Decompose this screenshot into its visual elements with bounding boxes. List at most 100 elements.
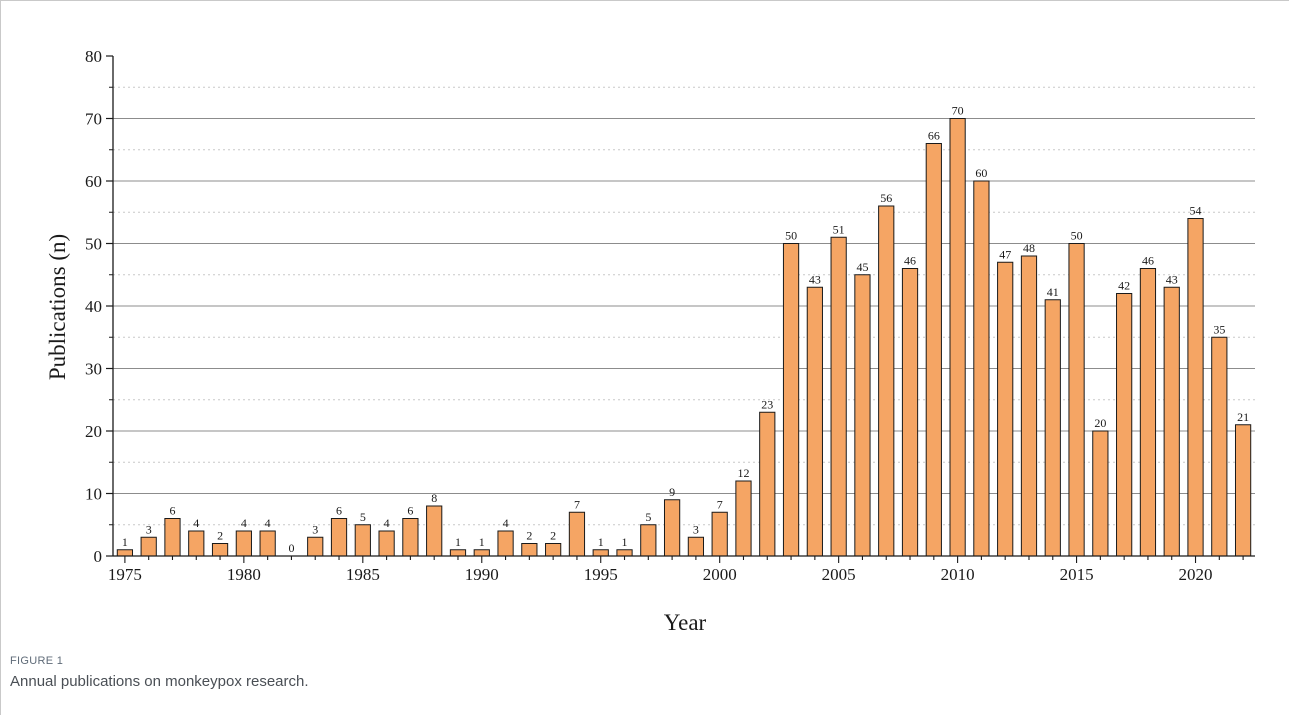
data-label-2011: 60 <box>975 166 987 180</box>
data-label-1989: 1 <box>455 535 461 549</box>
data-label-2010: 70 <box>952 104 964 118</box>
bar-2008 <box>901 268 919 557</box>
data-label-1996: 1 <box>622 535 628 549</box>
x-tick-label-2000: 2000 <box>703 565 737 584</box>
data-label-2000: 7 <box>717 497 723 511</box>
bar-2002 <box>759 411 776 557</box>
data-label-1997: 5 <box>645 510 651 524</box>
data-label-2022: 21 <box>1237 410 1249 424</box>
data-label-1983: 3 <box>312 522 318 536</box>
figure-caption: Annual publications on monkeypox researc… <box>10 673 309 690</box>
data-label-2007: 56 <box>880 191 892 205</box>
bar-1978 <box>188 530 205 557</box>
data-label-2004: 43 <box>809 272 821 286</box>
bar-1996 <box>616 549 633 557</box>
data-label-1995: 1 <box>598 535 604 549</box>
data-label-2003: 50 <box>785 229 797 243</box>
bar-2022 <box>1234 424 1252 557</box>
bar-2014 <box>1044 299 1061 557</box>
data-label-1977: 6 <box>169 504 175 518</box>
data-label-1987: 6 <box>407 504 413 518</box>
data-label-1982: 0 <box>288 541 294 555</box>
bar-2004 <box>806 286 823 557</box>
x-tick-labels: 1975 1980 1985 1990 1995 2000 2005 2010 2015 2020 <box>108 565 1213 584</box>
y-tick-label-80: 80 <box>85 47 102 66</box>
y-tick-label-10: 10 <box>85 485 102 504</box>
bar-1975 <box>116 549 134 557</box>
bar-1989 <box>449 549 467 557</box>
x-tick-label-1980: 1980 <box>227 565 261 584</box>
figure-label: FIGURE 1 <box>10 655 64 667</box>
bar-1998 <box>663 499 681 557</box>
axes <box>106 55 1255 563</box>
data-label-2013: 48 <box>1023 241 1035 255</box>
bar-2012 <box>997 261 1014 557</box>
bar-2018 <box>1139 268 1157 557</box>
data-label-1999: 3 <box>693 522 699 536</box>
bar-1992 <box>521 543 538 557</box>
bar-1981 <box>259 530 276 557</box>
data-label-1984: 6 <box>336 504 342 518</box>
x-tick-label-2010: 2010 <box>941 565 975 584</box>
y-tick-label-20: 20 <box>85 422 102 441</box>
grid-lines <box>113 86 1255 526</box>
bar-2010 <box>949 118 966 557</box>
data-label-2002: 23 <box>761 397 773 411</box>
data-label-2008: 46 <box>904 254 916 268</box>
bar-2000 <box>711 511 728 557</box>
bar-1991 <box>497 530 514 557</box>
data-label-1979: 2 <box>217 529 223 543</box>
x-tick-label-2020: 2020 <box>1179 565 1213 584</box>
bar-2016 <box>1092 430 1109 557</box>
bar-1999 <box>687 536 705 557</box>
data-label-1986: 4 <box>384 516 390 530</box>
y-tick-label-40: 40 <box>85 297 102 316</box>
data-label-2001: 12 <box>737 466 749 480</box>
data-label-1994: 7 <box>574 497 580 511</box>
y-tick-label-60: 60 <box>85 172 102 191</box>
bar-1986 <box>378 530 395 557</box>
bar-1983 <box>307 536 324 557</box>
bar-2017 <box>1116 293 1133 557</box>
data-label-2014: 41 <box>1047 285 1059 299</box>
data-label-1975: 1 <box>122 535 128 549</box>
bar-1994 <box>568 511 586 557</box>
y-tick-labels: 0 10 20 30 40 50 60 70 80 <box>85 47 102 566</box>
bar-2020 <box>1187 218 1204 557</box>
bar-1997 <box>640 524 657 557</box>
bar-1995 <box>592 549 609 557</box>
data-label-1978: 4 <box>193 516 199 530</box>
bar-2003 <box>782 243 800 557</box>
bar-2021 <box>1211 336 1228 557</box>
bar-1984 <box>330 518 348 557</box>
bar-2007 <box>878 205 895 557</box>
bar-1980 <box>235 530 252 557</box>
data-label-1990: 1 <box>479 535 485 549</box>
bar-2013 <box>1020 255 1038 557</box>
data-label-2016: 20 <box>1094 416 1106 430</box>
data-label-1992: 2 <box>526 529 532 543</box>
data-label-1993: 2 <box>550 529 556 543</box>
data-label-1998: 9 <box>669 485 675 499</box>
data-label-2021: 35 <box>1213 322 1225 336</box>
x-tick-label-1995: 1995 <box>584 565 618 584</box>
data-label-1980: 4 <box>241 516 247 530</box>
y-tick-label-70: 70 <box>85 110 102 129</box>
bar-1979 <box>211 543 229 557</box>
data-label-2015: 50 <box>1071 229 1083 243</box>
x-tick-label-1985: 1985 <box>346 565 380 584</box>
bar-2001 <box>735 480 752 557</box>
y-tick-label-0: 0 <box>94 547 103 566</box>
x-axis-title: Year <box>664 610 707 635</box>
x-tick-label-2005: 2005 <box>822 565 856 584</box>
bar-2006 <box>854 274 871 557</box>
data-label-2005: 51 <box>833 222 845 236</box>
data-label-1988: 8 <box>431 491 437 505</box>
data-label-1981: 4 <box>265 516 271 530</box>
data-label-2020: 54 <box>1190 204 1202 218</box>
bar-2019 <box>1163 286 1180 557</box>
bar-1987 <box>402 518 419 557</box>
y-axis-title: Publications (n) <box>45 234 70 380</box>
